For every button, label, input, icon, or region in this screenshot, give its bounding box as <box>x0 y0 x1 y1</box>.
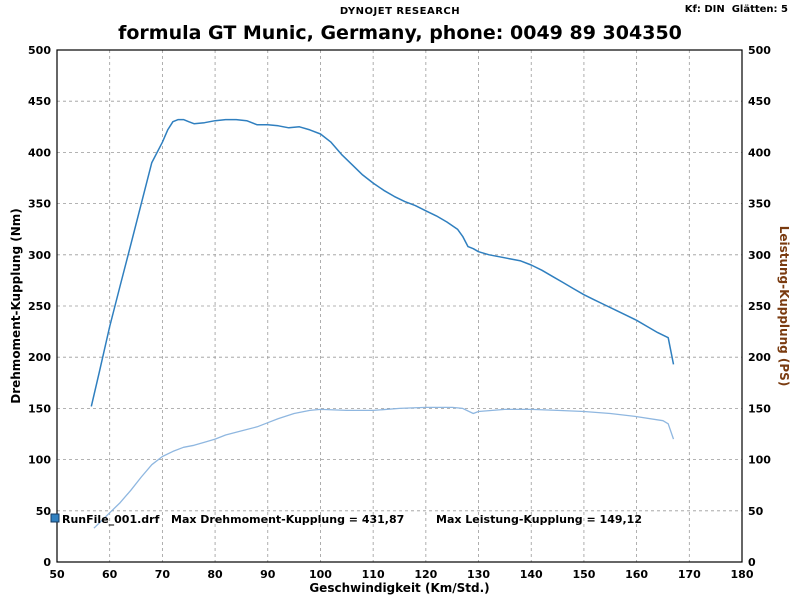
y-right-tick-label: 250 <box>748 300 771 313</box>
y-axis-left-ticks: 0 50 100 150 200 250 300 350 400 450 500 <box>28 44 51 569</box>
x-tick-label: 160 <box>625 568 648 581</box>
y-right-tick-label: 150 <box>748 402 771 415</box>
x-tick-label: 100 <box>309 568 332 581</box>
y-right-tick-label: 300 <box>748 249 771 262</box>
x-tick-label: 140 <box>520 568 543 581</box>
kf-setting: Kf: DIN <box>684 4 725 15</box>
y-left-tick-label: 450 <box>28 95 51 108</box>
runfile-marker <box>50 513 60 523</box>
y-left-tick-label: 350 <box>28 198 51 211</box>
y-right-tick-label: 100 <box>748 454 771 467</box>
y-left-tick-label: 200 <box>28 351 51 364</box>
max-torque-text: Max Drehmoment-Kupplung = 431,87 <box>171 513 404 526</box>
y-left-tick-label: 0 <box>43 556 51 569</box>
y-left-tick-label: 50 <box>36 505 52 518</box>
y-left-tick-label: 150 <box>28 402 51 415</box>
y-axis-left-label: Drehmoment-Kupplung (Nm) <box>9 208 23 404</box>
x-tick-label: 50 <box>49 568 65 581</box>
plot-frame <box>56 49 743 563</box>
y-axis-right-ticks: 0 50 100 150 200 250 300 350 400 450 500 <box>748 44 771 569</box>
x-tick-label: 120 <box>414 568 437 581</box>
x-tick-label: 150 <box>572 568 595 581</box>
y-left-tick-label: 400 <box>28 146 51 159</box>
series-lines <box>90 118 675 529</box>
x-tick-label: 90 <box>260 568 276 581</box>
y-right-tick-label: 450 <box>748 95 771 108</box>
chart-company: DYNOJET RESEARCH <box>339 6 461 17</box>
x-axis-ticks: 50 60 70 80 90 100 110 120 130 140 150 160 170 180 <box>49 568 753 581</box>
smoothing-setting: Glätten: 5 <box>731 4 788 15</box>
x-tick-label: 80 <box>207 568 223 581</box>
grid-lines <box>56 49 743 563</box>
x-tick-label: 180 <box>731 568 754 581</box>
y-left-tick-label: 500 <box>28 44 51 57</box>
y-right-tick-label: 500 <box>748 44 771 57</box>
y-left-tick-label: 100 <box>28 454 51 467</box>
x-tick-label: 170 <box>678 568 701 581</box>
y-right-tick-label: 50 <box>748 505 764 518</box>
y-right-tick-label: 0 <box>748 556 756 569</box>
x-tick-label: 110 <box>362 568 385 581</box>
x-tick-label: 130 <box>467 568 490 581</box>
y-left-tick-label: 250 <box>28 300 51 313</box>
chart-settings: Kf: DIN Glätten: 5 <box>685 4 788 15</box>
y-right-tick-label: 200 <box>748 351 771 364</box>
y-right-tick-label: 350 <box>748 198 771 211</box>
y-left-tick-label: 300 <box>28 249 51 262</box>
y-right-tick-label: 400 <box>748 146 771 159</box>
x-axis-label: Geschwindigkeit (Km/Std.) <box>309 581 489 595</box>
runfile-name: RunFile_001.drf <box>62 513 160 526</box>
max-power-text: Max Leistung-Kupplung = 149,12 <box>436 513 642 526</box>
chart-title: formula GT Munic, Germany, phone: 0049 8… <box>118 22 682 44</box>
torque-line <box>90 118 675 407</box>
x-tick-label: 60 <box>102 568 118 581</box>
power-line <box>93 406 675 529</box>
y-axis-right-label: Leistung-Kupplung (PS) <box>777 226 791 387</box>
x-tick-label: 70 <box>155 568 171 581</box>
